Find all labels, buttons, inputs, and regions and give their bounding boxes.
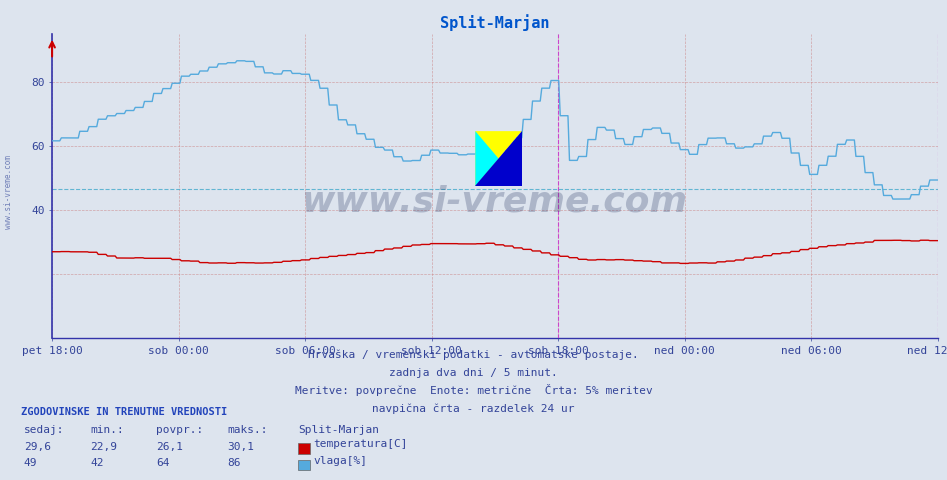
Polygon shape xyxy=(475,131,522,186)
Text: 30,1: 30,1 xyxy=(227,442,255,452)
Polygon shape xyxy=(475,131,498,186)
Text: 49: 49 xyxy=(24,458,37,468)
Text: temperatura[C]: temperatura[C] xyxy=(313,439,408,449)
Text: sedaj:: sedaj: xyxy=(24,425,64,435)
Text: zadnja dva dni / 5 minut.: zadnja dva dni / 5 minut. xyxy=(389,368,558,378)
Text: 26,1: 26,1 xyxy=(156,442,184,452)
Title: Split-Marjan: Split-Marjan xyxy=(440,14,549,31)
Text: 86: 86 xyxy=(227,458,241,468)
Text: 64: 64 xyxy=(156,458,170,468)
Text: www.si-vreme.com: www.si-vreme.com xyxy=(302,184,688,218)
Text: 42: 42 xyxy=(90,458,103,468)
Text: 29,6: 29,6 xyxy=(24,442,51,452)
Text: ZGODOVINSKE IN TRENUTNE VREDNOSTI: ZGODOVINSKE IN TRENUTNE VREDNOSTI xyxy=(21,407,227,417)
Text: Hrvaška / vremenski podatki - avtomatske postaje.: Hrvaška / vremenski podatki - avtomatske… xyxy=(308,349,639,360)
Text: maks.:: maks.: xyxy=(227,425,268,435)
Polygon shape xyxy=(475,131,522,186)
Text: 22,9: 22,9 xyxy=(90,442,117,452)
Text: www.si-vreme.com: www.si-vreme.com xyxy=(4,155,13,229)
Text: Meritve: povprečne  Enote: metrične  Črta: 5% meritev: Meritve: povprečne Enote: metrične Črta:… xyxy=(295,384,652,396)
Text: povpr.:: povpr.: xyxy=(156,425,204,435)
Text: min.:: min.: xyxy=(90,425,124,435)
Text: navpična črta - razdelek 24 ur: navpična črta - razdelek 24 ur xyxy=(372,404,575,414)
Text: Split-Marjan: Split-Marjan xyxy=(298,425,380,435)
Text: vlaga[%]: vlaga[%] xyxy=(313,456,367,466)
